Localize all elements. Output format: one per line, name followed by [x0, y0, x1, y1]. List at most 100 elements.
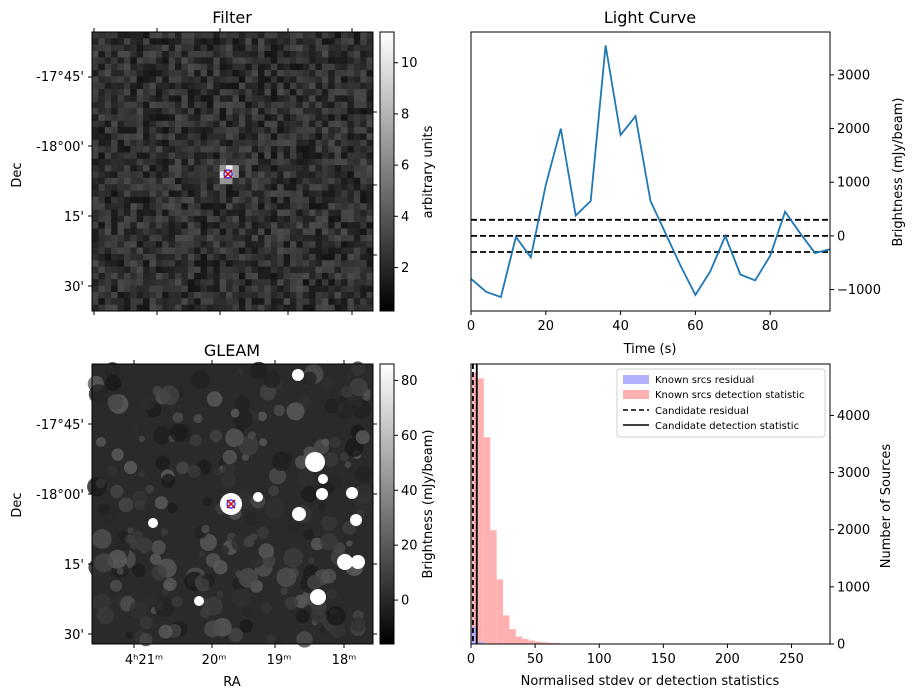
- filter-pixel: [270, 304, 278, 312]
- gleam-noise-blob: [302, 371, 317, 386]
- filter-pixel: [143, 38, 150, 46]
- filter-pixel: [104, 209, 112, 217]
- filter-pixel: [98, 95, 106, 103]
- gleam-noise-blob: [238, 435, 259, 456]
- filter-pixel: [219, 114, 227, 122]
- filter-pixel: [353, 63, 361, 71]
- filter-pixel: [360, 222, 368, 229]
- filter-pixel: [283, 272, 291, 280]
- filter-pixel: [232, 285, 240, 293]
- filter-pixel: [226, 253, 233, 261]
- filter-pixel: [104, 152, 112, 160]
- histogram-xlabel: Normalised stdev or detection statistics: [521, 674, 780, 689]
- filter-pixel: [283, 38, 291, 46]
- gleam-noise-blob: [145, 484, 154, 494]
- filter-pixel: [130, 108, 138, 115]
- filter-pixel: [334, 279, 342, 287]
- filter-pixel: [366, 291, 374, 299]
- filter-pixel: [206, 222, 214, 229]
- filter-pixel: [194, 146, 201, 153]
- filter-pixel: [264, 63, 272, 71]
- filter-pixel: [168, 158, 176, 166]
- filter-pixel: [309, 57, 316, 65]
- filter-pixel: [206, 209, 214, 217]
- gleam-noise-blob: [321, 438, 330, 447]
- x-tick-label: 60: [687, 319, 704, 334]
- filter-pixel: [213, 253, 221, 261]
- filter-pixel: [143, 165, 150, 172]
- filter-pixel: [181, 101, 189, 109]
- filter-pixel: [258, 247, 265, 255]
- filter-pixel: [175, 190, 182, 198]
- filter-pixel: [98, 298, 106, 306]
- filter-pixel: [111, 158, 118, 166]
- filter-pixel: [168, 171, 176, 179]
- gleam-noise-blob: [155, 455, 170, 471]
- filter-pixel: [206, 228, 214, 236]
- filter-pixel: [175, 184, 182, 191]
- filter-pixel: [309, 196, 316, 204]
- filter-pixel: [155, 291, 163, 299]
- filter-pixel: [264, 82, 272, 90]
- filter-pixel: [277, 101, 284, 109]
- filter-pixel: [226, 101, 233, 109]
- filter-pixel: [92, 184, 99, 191]
- gleam-noise-blob: [340, 452, 350, 462]
- x-tick-label: 80: [762, 319, 779, 334]
- gleam-noise-blob: [244, 513, 257, 526]
- filter-pixel: [123, 120, 131, 128]
- filter-pixel: [366, 272, 374, 280]
- filter-pixel: [277, 272, 284, 280]
- filter-pixel: [111, 44, 118, 52]
- filter-pixel: [270, 158, 278, 166]
- filter-pixel: [277, 260, 284, 268]
- filter-pixel: [302, 70, 310, 77]
- filter-pixel: [200, 76, 208, 84]
- filter-pixel: [289, 89, 297, 96]
- filter-pixel: [123, 241, 131, 248]
- gleam-noise-blob: [110, 484, 124, 499]
- filter-pixel: [360, 114, 368, 122]
- filter-pixel: [143, 95, 150, 103]
- histogram-bar: [541, 642, 548, 644]
- filter-pixel: [213, 165, 221, 172]
- filter-pixel: [347, 95, 355, 103]
- filter-pixel: [213, 209, 221, 217]
- histogram-bar: [477, 641, 484, 644]
- filter-pixel: [270, 152, 278, 160]
- filter-pixel: [366, 108, 374, 115]
- filter-pixel: [321, 184, 329, 191]
- filter-pixel: [238, 304, 246, 312]
- filter-pixel: [111, 285, 118, 293]
- filter-pixel: [321, 146, 329, 153]
- filter-pixel: [353, 38, 361, 46]
- filter-pixel: [341, 32, 348, 39]
- filter-pixel: [181, 165, 189, 172]
- filter-pixel: [289, 57, 297, 65]
- filter-pixel: [149, 209, 157, 217]
- filter-pixel: [328, 133, 336, 141]
- filter-pixel: [175, 146, 182, 153]
- filter-pixel: [264, 44, 272, 52]
- filter-pixel: [238, 51, 246, 58]
- gleam-noise-blob: [149, 553, 162, 565]
- filter-pixel: [200, 260, 208, 268]
- filter-pixel: [206, 63, 214, 71]
- gleam-noise-blob: [321, 568, 337, 584]
- filter-pixel: [245, 76, 253, 84]
- filter-pixel: [162, 285, 170, 293]
- filter-pixel: [143, 101, 150, 109]
- filter-pixel: [136, 285, 144, 293]
- filter-pixel: [168, 146, 176, 153]
- filter-pixel: [155, 298, 163, 306]
- filter-pixel: [219, 51, 227, 58]
- filter-pixel: [258, 304, 265, 312]
- filter-pixel: [283, 101, 291, 109]
- filter-pixel: [334, 114, 342, 122]
- filter-pixel: [245, 95, 253, 103]
- filter-pixel: [111, 76, 118, 84]
- filter-pixel: [149, 165, 157, 172]
- filter-pixel: [168, 139, 176, 147]
- filter-pixel: [226, 184, 233, 191]
